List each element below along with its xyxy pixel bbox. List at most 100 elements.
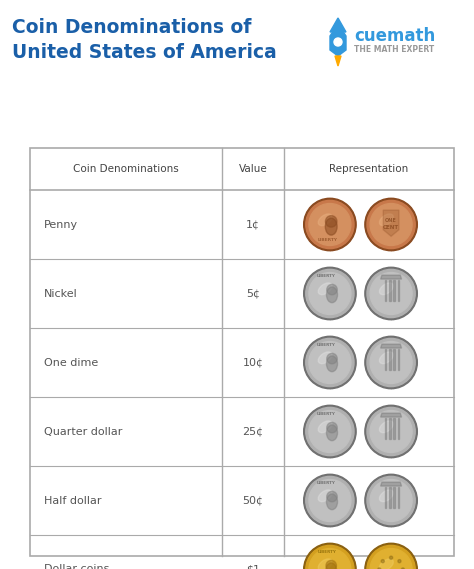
Circle shape: [367, 200, 415, 249]
Ellipse shape: [327, 356, 337, 372]
Text: ONE: ONE: [385, 218, 397, 223]
Circle shape: [365, 475, 417, 527]
Circle shape: [309, 273, 351, 315]
Circle shape: [306, 269, 354, 318]
Polygon shape: [393, 281, 395, 302]
Ellipse shape: [379, 214, 393, 226]
Polygon shape: [383, 210, 399, 236]
Text: CENT: CENT: [383, 225, 399, 230]
Circle shape: [401, 568, 404, 569]
Text: 5¢: 5¢: [246, 288, 260, 299]
Circle shape: [370, 204, 412, 245]
Polygon shape: [381, 413, 401, 417]
Ellipse shape: [318, 559, 332, 569]
Polygon shape: [398, 488, 399, 508]
Circle shape: [370, 549, 412, 569]
Ellipse shape: [327, 494, 337, 510]
Circle shape: [327, 422, 337, 433]
Text: LIBERTY: LIBERTY: [318, 237, 338, 242]
Ellipse shape: [379, 352, 393, 364]
Text: LIBERTY: LIBERTY: [318, 550, 337, 554]
Circle shape: [306, 545, 354, 569]
Circle shape: [370, 341, 412, 384]
Text: 10¢: 10¢: [243, 357, 264, 368]
Circle shape: [367, 269, 415, 318]
Polygon shape: [384, 488, 386, 508]
Ellipse shape: [379, 421, 393, 432]
Text: Penny: Penny: [44, 220, 78, 229]
Circle shape: [367, 545, 415, 569]
Polygon shape: [398, 418, 399, 439]
Circle shape: [304, 336, 356, 389]
Circle shape: [306, 200, 354, 249]
Polygon shape: [398, 281, 399, 302]
Polygon shape: [393, 488, 395, 508]
Circle shape: [370, 480, 412, 521]
Polygon shape: [389, 488, 391, 508]
Circle shape: [304, 475, 356, 527]
Polygon shape: [393, 418, 395, 439]
Text: Representation: Representation: [329, 164, 409, 174]
Circle shape: [306, 476, 354, 525]
Text: Coin Denominations of: Coin Denominations of: [12, 18, 251, 37]
Ellipse shape: [327, 287, 337, 303]
Text: LIBERTY: LIBERTY: [317, 481, 336, 485]
Text: 25¢: 25¢: [242, 427, 264, 436]
Polygon shape: [393, 349, 395, 370]
Ellipse shape: [326, 563, 337, 569]
Text: One dime: One dime: [44, 357, 98, 368]
Circle shape: [365, 198, 417, 251]
Polygon shape: [384, 349, 386, 370]
Circle shape: [365, 405, 417, 457]
Circle shape: [327, 353, 337, 364]
Polygon shape: [330, 24, 346, 56]
Ellipse shape: [379, 559, 393, 569]
Ellipse shape: [379, 283, 393, 295]
Polygon shape: [330, 18, 346, 32]
Polygon shape: [398, 349, 399, 370]
Circle shape: [390, 556, 392, 559]
Text: Half dollar: Half dollar: [44, 496, 101, 505]
Polygon shape: [384, 418, 386, 439]
Text: Nickel: Nickel: [44, 288, 78, 299]
Ellipse shape: [318, 421, 332, 432]
Circle shape: [309, 410, 351, 452]
Ellipse shape: [379, 490, 393, 502]
Circle shape: [334, 38, 342, 46]
Polygon shape: [381, 482, 401, 486]
Polygon shape: [381, 275, 401, 279]
Text: Value: Value: [238, 164, 267, 174]
Polygon shape: [389, 349, 391, 370]
Polygon shape: [384, 281, 386, 302]
Circle shape: [367, 476, 415, 525]
Circle shape: [309, 341, 351, 384]
Polygon shape: [389, 418, 391, 439]
Circle shape: [304, 543, 356, 569]
Circle shape: [306, 407, 354, 456]
Text: Dollar coins: Dollar coins: [44, 564, 109, 569]
Ellipse shape: [318, 352, 332, 364]
Circle shape: [370, 273, 412, 315]
Circle shape: [381, 559, 384, 563]
Circle shape: [304, 267, 356, 320]
Text: 50¢: 50¢: [243, 496, 264, 505]
Circle shape: [309, 204, 351, 245]
Ellipse shape: [318, 214, 332, 226]
Circle shape: [367, 407, 415, 456]
Text: Quarter dollar: Quarter dollar: [44, 427, 122, 436]
Circle shape: [398, 559, 401, 563]
Circle shape: [367, 339, 415, 386]
Circle shape: [304, 198, 356, 251]
Ellipse shape: [318, 283, 332, 295]
Circle shape: [370, 410, 412, 452]
Circle shape: [326, 560, 337, 569]
Circle shape: [306, 339, 354, 386]
Text: 1¢: 1¢: [246, 220, 260, 229]
Circle shape: [304, 405, 356, 457]
Text: LIBERTY: LIBERTY: [317, 343, 336, 347]
Circle shape: [309, 480, 351, 521]
Circle shape: [365, 543, 417, 569]
Text: LIBERTY: LIBERTY: [317, 274, 336, 278]
Polygon shape: [335, 56, 341, 66]
Polygon shape: [381, 344, 401, 348]
